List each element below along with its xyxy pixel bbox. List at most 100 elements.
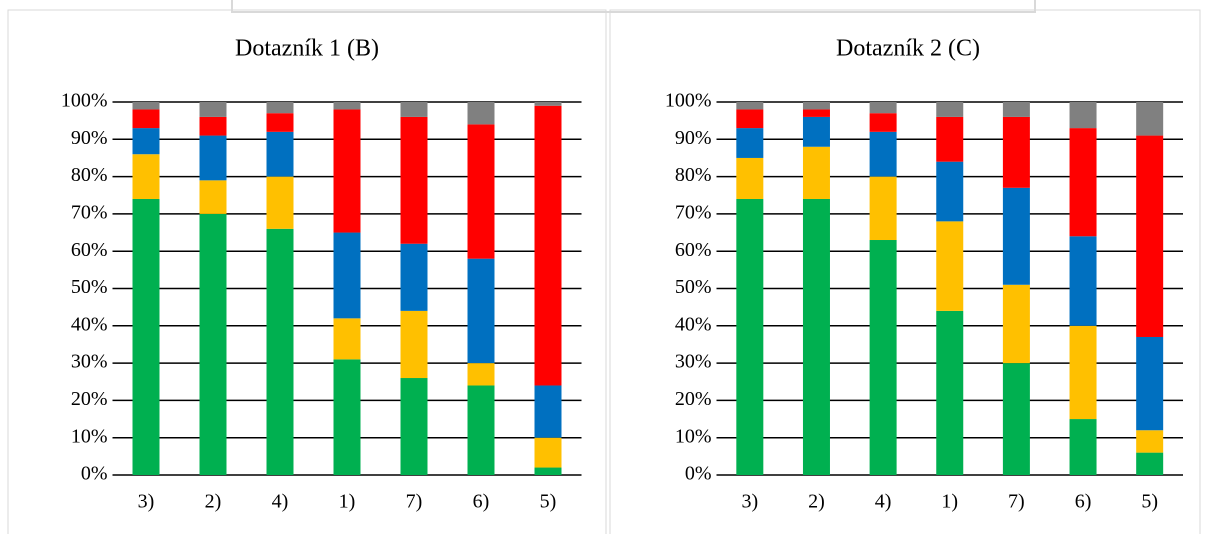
x-tick-label: 4): [875, 491, 892, 513]
panel-frame: [7, 9, 607, 534]
y-tick-label: 70%: [675, 201, 712, 223]
bar-segment: [936, 161, 964, 222]
bar-segment: [1136, 135, 1164, 337]
bar-segment: [1136, 430, 1164, 453]
y-tick-label: 0%: [685, 463, 712, 485]
bar-segment: [266, 176, 294, 229]
y-tick-label: 20%: [71, 388, 108, 410]
bar-segment: [1069, 236, 1097, 326]
bar-segment: [1069, 419, 1097, 475]
y-tick-label: 50%: [675, 276, 712, 298]
y-tick-label: 80%: [675, 164, 712, 186]
y-tick-label: 10%: [675, 425, 712, 447]
bar-segment: [199, 116, 227, 136]
bar-segment: [936, 310, 964, 475]
y-tick-label: 90%: [675, 127, 712, 149]
bar-segment: [869, 131, 897, 177]
x-tick-label: 6): [473, 491, 490, 513]
bar-segment: [266, 102, 294, 114]
x-tick-label: 3): [138, 491, 155, 513]
bar-segment: [869, 240, 897, 475]
x-tick-label: 1): [339, 491, 356, 513]
bar-segment: [333, 359, 361, 475]
chart-title: Dotazník 2 (C): [836, 36, 980, 62]
bar-segment: [1136, 336, 1164, 431]
bar-segment: [132, 102, 160, 110]
bar-segment: [802, 102, 830, 110]
bar-segment: [199, 135, 227, 181]
x-tick-label: 7): [406, 491, 423, 513]
bar-segment: [467, 124, 495, 259]
bar-segment: [736, 109, 764, 129]
bar-segment: [1136, 102, 1164, 136]
bar-segment: [802, 116, 830, 147]
bar-segment: [467, 363, 495, 386]
y-tick-label: 30%: [675, 351, 712, 373]
bar-segment: [467, 102, 495, 125]
y-tick-label: 100%: [61, 90, 108, 112]
x-tick-label: 5): [540, 491, 557, 513]
bar-segment: [333, 109, 361, 233]
x-tick-label: 1): [941, 491, 958, 513]
bar-segment: [266, 131, 294, 177]
y-tick-label: 60%: [675, 239, 712, 261]
bar-segment: [199, 180, 227, 214]
y-tick-label: 0%: [81, 463, 108, 485]
bar-segment: [1002, 102, 1030, 117]
bar-segment: [132, 128, 160, 155]
frame-top: [231, 0, 1036, 13]
bar-segment: [333, 232, 361, 319]
bar-segment: [400, 378, 428, 475]
bar-segment: [266, 228, 294, 475]
y-tick-label: 20%: [675, 388, 712, 410]
bar-segment: [467, 385, 495, 475]
bar-segment: [400, 116, 428, 244]
y-tick-label: 90%: [71, 127, 108, 149]
chart-title: Dotazník 1 (B): [235, 36, 379, 62]
bar-segment: [1069, 102, 1097, 129]
x-tick-label: 7): [1008, 491, 1025, 513]
bar-segment: [467, 258, 495, 364]
y-tick-label: 10%: [71, 425, 108, 447]
bar-segment: [736, 102, 764, 110]
y-tick-label: 70%: [71, 201, 108, 223]
bar-segment: [400, 102, 428, 117]
x-tick-label: 2): [808, 491, 825, 513]
y-tick-label: 60%: [71, 239, 108, 261]
bar-segment: [1002, 363, 1030, 475]
x-tick-label: 4): [272, 491, 289, 513]
x-tick-label: 2): [205, 491, 222, 513]
y-tick-label: 80%: [71, 164, 108, 186]
bar-segment: [132, 109, 160, 129]
bar-segment: [1136, 452, 1164, 475]
bar-segment: [1002, 116, 1030, 188]
x-tick-label: 6): [1075, 491, 1092, 513]
bar-segment: [266, 113, 294, 132]
bar-segment: [1069, 325, 1097, 420]
bar-segment: [333, 102, 361, 110]
bar-segment: [400, 310, 428, 379]
bar-segment: [333, 318, 361, 360]
bar-segment: [869, 102, 897, 114]
bar-segment: [400, 243, 428, 311]
x-tick-label: 3): [741, 491, 758, 513]
bar-segment: [199, 213, 227, 475]
bar-segment: [1002, 187, 1030, 285]
bar-segment: [869, 113, 897, 132]
y-tick-label: 40%: [675, 313, 712, 335]
bar-segment: [1002, 284, 1030, 364]
panel-frame: [609, 9, 1201, 534]
bar-segment: [802, 146, 830, 199]
bar-segment: [936, 102, 964, 117]
bar-segment: [534, 105, 562, 386]
bar-segment: [802, 109, 830, 117]
bar-segment: [736, 157, 764, 199]
bar-segment: [1069, 128, 1097, 237]
bar-segment: [132, 198, 160, 476]
bar-segment: [199, 102, 227, 117]
bar-segment: [802, 198, 830, 476]
y-tick-label: 50%: [71, 276, 108, 298]
bar-segment: [534, 467, 562, 475]
x-tick-label: 5): [1141, 491, 1158, 513]
